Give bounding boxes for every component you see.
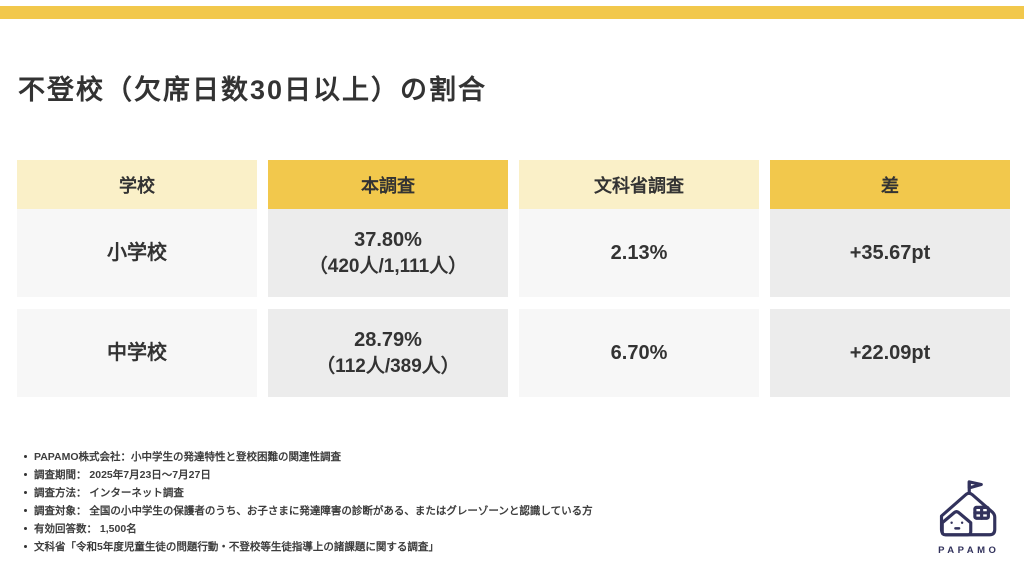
- footnote-item: 有効回答数： 1,500名: [24, 520, 744, 538]
- footnote-item: 調査期間： 2025年7月23日〜7月27日: [24, 466, 744, 484]
- column-mext-survey: 文科省調査 2.13% 6.70%: [519, 160, 759, 397]
- footnote-text: 調査方法： インターネット調査: [34, 487, 184, 499]
- papamo-wordmark: PAPAMO: [938, 545, 1000, 556]
- bullet-dot-icon: [24, 473, 27, 476]
- bullet-dot-icon: [24, 545, 27, 548]
- column-header-mext-survey: 文科省調査: [519, 160, 759, 209]
- column-school: 学校 小学校 中学校: [17, 160, 257, 397]
- cell-school-elementary: 小学校: [17, 209, 257, 297]
- cell-diff-junior-high: +22.09pt: [770, 309, 1010, 397]
- papamo-house-icon: [939, 480, 997, 537]
- cell-mext-elementary: 2.13%: [519, 209, 759, 297]
- column-header-this-survey: 本調査: [268, 160, 508, 209]
- page-title: 不登校（欠席日数30日以上）の割合: [18, 75, 488, 106]
- footnote-item: 調査対象： 全国の小中学生の保護者のうち、お子さまに発達障害の診断がある、または…: [24, 502, 744, 520]
- footnote-text: 調査期間： 2025年7月23日〜7月27日: [34, 469, 211, 481]
- bullet-dot-icon: [24, 509, 27, 512]
- footnote-item: 文科省「令和5年度児童生徒の問題行動・不登校等生徒指導上の諸課題に関する調査」: [24, 538, 744, 556]
- survey-percent: 28.79%: [354, 328, 422, 351]
- absence-rate-table: 学校 小学校 中学校 本調査 37.80% （420人/1,111人） 28.7…: [17, 160, 1010, 397]
- footnote-item: PAPAMO株式会社：小中学生の発達特性と登校困難の関連性調査: [24, 448, 744, 466]
- top-accent-bar: [0, 6, 1024, 19]
- footnote-item: 調査方法： インターネット調査: [24, 484, 744, 502]
- column-header-school: 学校: [17, 160, 257, 209]
- cell-school-junior-high: 中学校: [17, 309, 257, 397]
- column-header-difference: 差: [770, 160, 1010, 209]
- bullet-dot-icon: [24, 527, 27, 530]
- papamo-logo: PAPAMO: [920, 477, 1014, 556]
- survey-percent: 37.80%: [354, 228, 422, 251]
- bullet-dot-icon: [24, 455, 27, 458]
- cell-survey-elementary: 37.80% （420人/1,111人）: [268, 209, 508, 297]
- column-this-survey: 本調査 37.80% （420人/1,111人） 28.79% （112人/38…: [268, 160, 508, 397]
- column-difference: 差 +35.67pt +22.09pt: [770, 160, 1010, 397]
- footnotes: PAPAMO株式会社：小中学生の発達特性と登校困難の関連性調査 調査期間： 20…: [24, 448, 744, 556]
- cell-diff-elementary: +35.67pt: [770, 209, 1010, 297]
- footnote-text: 調査対象： 全国の小中学生の保護者のうち、お子さまに発達障害の診断がある、または…: [34, 505, 593, 517]
- cell-survey-junior-high: 28.79% （112人/389人）: [268, 309, 508, 397]
- footnote-text: PAPAMO株式会社：小中学生の発達特性と登校困難の関連性調査: [34, 451, 342, 463]
- cell-mext-junior-high: 6.70%: [519, 309, 759, 397]
- footnote-text: 有効回答数： 1,500名: [34, 523, 137, 535]
- survey-detail: （112人/389人）: [316, 355, 460, 377]
- survey-detail: （420人/1,111人）: [308, 255, 468, 277]
- footnote-text: 文科省「令和5年度児童生徒の問題行動・不登校等生徒指導上の諸課題に関する調査」: [34, 541, 439, 553]
- bullet-dot-icon: [24, 491, 27, 494]
